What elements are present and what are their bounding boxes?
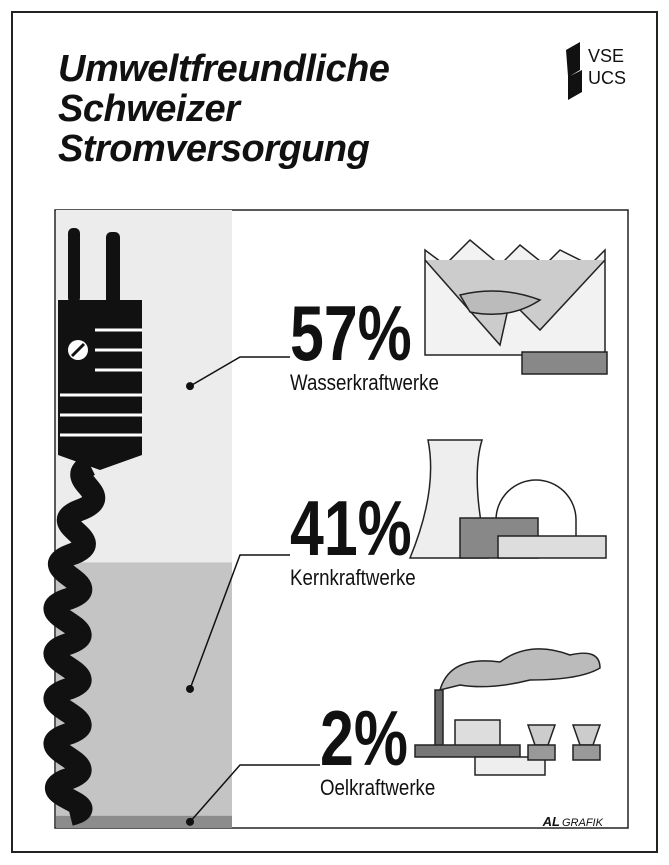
credit-mark: AL [542,814,560,829]
credit: AL GRAFIK [542,814,604,829]
logo-text: VSE [588,46,624,66]
credit-text: GRAFIK [562,817,604,829]
infographic: Umweltfreundliche Schweizer Stromversorg… [0,0,669,865]
series-name: Kernkraftwerke [290,567,416,591]
value-label: 2% [320,695,408,782]
logo-text: UCS [588,68,626,88]
series-name: Oelkraftwerke [320,777,435,801]
chart-title: Umweltfreundliche Schweizer Stromversorg… [58,50,389,170]
title-box: Umweltfreundliche Schweizer Stromversorg… [58,50,498,200]
series-name: Wasserkraftwerke [290,372,439,396]
value-label: 41% [290,485,412,572]
value-label: 57% [290,290,412,377]
hydro-icon [425,240,607,374]
